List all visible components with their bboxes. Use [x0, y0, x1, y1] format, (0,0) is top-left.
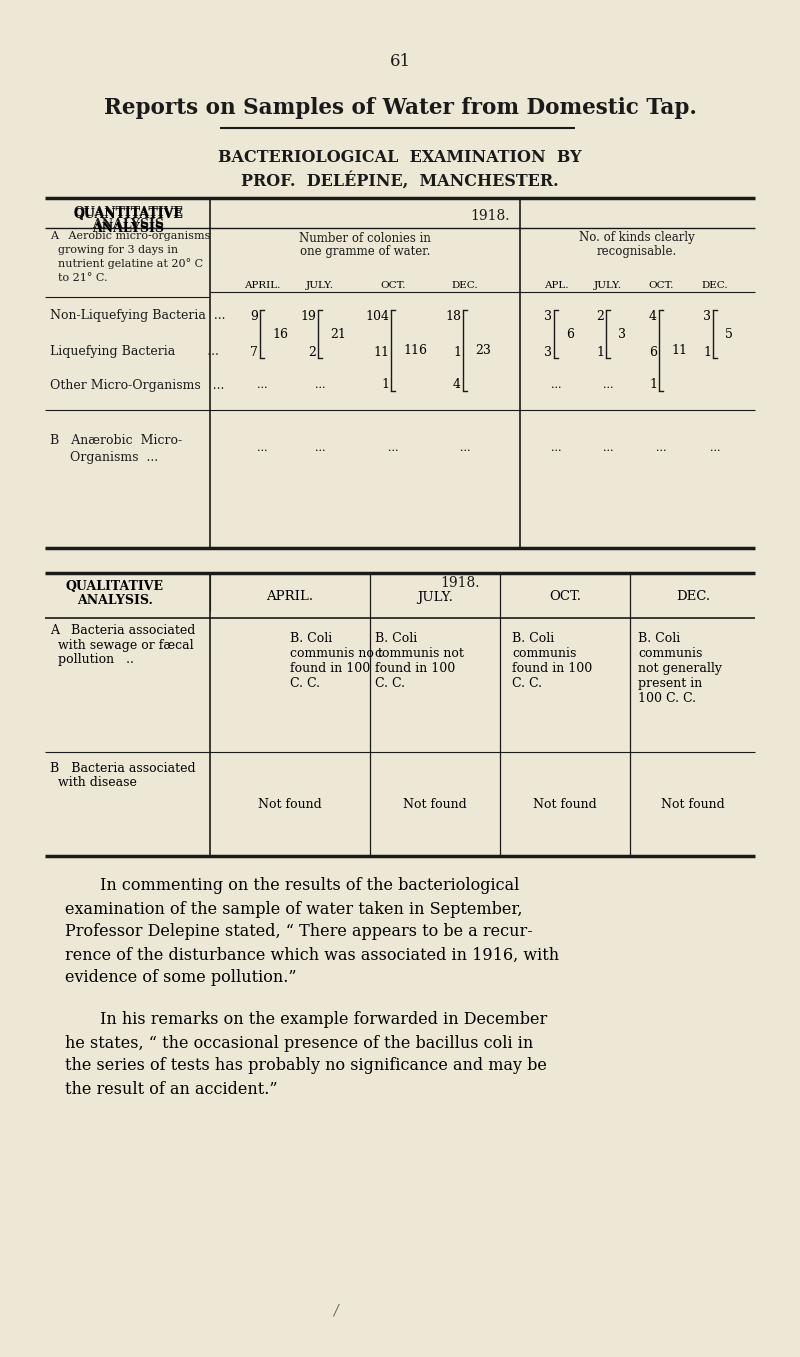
Text: ...: ... — [257, 380, 267, 389]
Text: APL.: APL. — [544, 281, 568, 290]
Text: recognisable.: recognisable. — [597, 246, 677, 258]
Text: the series of tests has probably no significance and may be: the series of tests has probably no sign… — [65, 1057, 547, 1075]
Text: 61: 61 — [390, 53, 410, 71]
Text: 4: 4 — [453, 379, 461, 392]
Text: DEC.: DEC. — [702, 281, 728, 290]
Text: B. Coli
communis
found in 100
C. C.: B. Coli communis found in 100 C. C. — [512, 632, 592, 689]
Text: ...: ... — [314, 380, 326, 389]
Text: ...: ... — [460, 442, 470, 453]
Text: 11: 11 — [373, 346, 389, 358]
Text: 3: 3 — [544, 309, 552, 323]
Text: ANALYSIS.: ANALYSIS. — [77, 594, 153, 608]
Text: ...: ... — [602, 442, 614, 453]
Text: OCT.: OCT. — [380, 281, 406, 290]
Text: pollution   ..: pollution .. — [58, 654, 134, 666]
Text: he states, “ the occasional presence of the bacillus coli in: he states, “ the occasional presence of … — [65, 1034, 534, 1052]
Text: Not found: Not found — [661, 798, 725, 810]
Text: Professor Delepine stated, “ There appears to be a recur-: Professor Delepine stated, “ There appea… — [65, 924, 533, 940]
Text: 1918.: 1918. — [470, 209, 510, 223]
Text: QUANTITATIVE: QUANTITATIVE — [73, 208, 183, 220]
Text: one gramme of water.: one gramme of water. — [300, 246, 430, 258]
Text: ...: ... — [550, 380, 562, 389]
Text: evidence of some pollution.”: evidence of some pollution.” — [65, 969, 297, 987]
Text: growing for 3 days in: growing for 3 days in — [58, 246, 178, 255]
Text: B. Coli
communis no t
found in 100
C. C.: B. Coli communis no t found in 100 C. C. — [290, 632, 383, 689]
Text: 11: 11 — [671, 345, 687, 357]
Text: rence of the disturbance which was associated in 1916, with: rence of the disturbance which was assoc… — [65, 946, 559, 963]
Text: In his remarks on the example forwarded in December: In his remarks on the example forwarded … — [100, 1011, 547, 1029]
Text: ...: ... — [388, 442, 398, 453]
Text: APRIL.: APRIL. — [266, 590, 314, 604]
Text: /: / — [333, 1303, 338, 1318]
Text: 1: 1 — [381, 379, 389, 392]
Text: Not found: Not found — [533, 798, 597, 810]
Text: OCT.: OCT. — [549, 590, 581, 604]
Text: 3: 3 — [703, 309, 711, 323]
Text: Number of colonies in: Number of colonies in — [299, 232, 431, 244]
Text: JULY.: JULY. — [594, 281, 622, 290]
Text: the result of an accident.”: the result of an accident.” — [65, 1080, 278, 1098]
Text: Liquefying Bacteria        ...: Liquefying Bacteria ... — [50, 346, 219, 358]
Text: DEC.: DEC. — [676, 590, 710, 604]
Text: 6: 6 — [566, 327, 574, 341]
Text: 19: 19 — [300, 309, 316, 323]
Text: ...: ... — [602, 380, 614, 389]
Text: ANALYSIS: ANALYSIS — [92, 221, 164, 235]
Text: A   Bacteria associated: A Bacteria associated — [50, 623, 195, 636]
Text: Other Micro-Organisms   ...: Other Micro-Organisms ... — [50, 379, 224, 392]
Text: 7: 7 — [250, 346, 258, 358]
Text: 2: 2 — [308, 346, 316, 358]
Text: 1: 1 — [649, 379, 657, 392]
Text: Organisms  ...: Organisms ... — [70, 452, 158, 464]
Text: OCT.: OCT. — [648, 281, 674, 290]
Text: B. Coli
communis not
found in 100
C. C.: B. Coli communis not found in 100 C. C. — [375, 632, 464, 689]
Text: 4: 4 — [649, 309, 657, 323]
Text: JULY.: JULY. — [306, 281, 334, 290]
Text: ANALYSIS: ANALYSIS — [92, 218, 164, 232]
Text: JULY.: JULY. — [417, 590, 453, 604]
Text: to 21° C.: to 21° C. — [58, 273, 107, 284]
Text: 1: 1 — [703, 346, 711, 358]
Text: In commenting on the results of the bacteriological: In commenting on the results of the bact… — [100, 878, 519, 894]
Text: Not found: Not found — [403, 798, 467, 810]
Text: PROF.  DELÉPINE,  MANCHESTER.: PROF. DELÉPINE, MANCHESTER. — [241, 172, 559, 190]
Text: ...: ... — [550, 442, 562, 453]
Text: 1: 1 — [596, 346, 604, 358]
Text: Not found: Not found — [258, 798, 322, 810]
Text: with disease: with disease — [58, 776, 137, 790]
Text: B   Bacteria associated: B Bacteria associated — [50, 761, 196, 775]
Text: ...: ... — [656, 442, 666, 453]
Text: 3: 3 — [618, 327, 626, 341]
Text: Non-Liquefying Bacteria  ...: Non-Liquefying Bacteria ... — [50, 309, 226, 323]
Text: B   Anærobic  Micro-: B Anærobic Micro- — [50, 433, 182, 446]
Text: 5: 5 — [725, 327, 733, 341]
Text: Reports on Samples of Water from Domestic Tap.: Reports on Samples of Water from Domesti… — [103, 96, 697, 119]
Text: APRIL.: APRIL. — [244, 281, 280, 290]
Text: 9: 9 — [250, 309, 258, 323]
Text: 18: 18 — [445, 309, 461, 323]
Text: 6: 6 — [649, 346, 657, 358]
Text: B. Coli
communis
not generally
present in
100 C. C.: B. Coli communis not generally present i… — [638, 632, 722, 706]
Text: nutrient gelatine at 20° C: nutrient gelatine at 20° C — [58, 259, 203, 270]
Text: No. of kinds clearly: No. of kinds clearly — [579, 232, 695, 244]
Text: 2: 2 — [596, 309, 604, 323]
Text: 16: 16 — [272, 327, 288, 341]
Text: 21: 21 — [330, 327, 346, 341]
Text: with sewage or fæcal: with sewage or fæcal — [58, 639, 194, 651]
Text: A   Aerobic micro-organisms: A Aerobic micro-organisms — [50, 231, 210, 242]
Text: 23: 23 — [475, 345, 491, 357]
Text: 104: 104 — [365, 309, 389, 323]
Text: ...: ... — [710, 442, 720, 453]
Text: QUANTITATIVE: QUANTITATIVE — [73, 206, 183, 220]
Text: DEC.: DEC. — [452, 281, 478, 290]
Text: 1: 1 — [453, 346, 461, 358]
Text: QUALITATIVE: QUALITATIVE — [66, 581, 164, 593]
Text: 1918.: 1918. — [440, 575, 480, 590]
Text: 3: 3 — [544, 346, 552, 358]
Text: ...: ... — [257, 442, 267, 453]
Text: 116: 116 — [403, 345, 427, 357]
Text: ...: ... — [314, 442, 326, 453]
Text: BACTERIOLOGICAL  EXAMINATION  BY: BACTERIOLOGICAL EXAMINATION BY — [218, 148, 582, 166]
Text: examination of the sample of water taken in September,: examination of the sample of water taken… — [65, 901, 522, 917]
